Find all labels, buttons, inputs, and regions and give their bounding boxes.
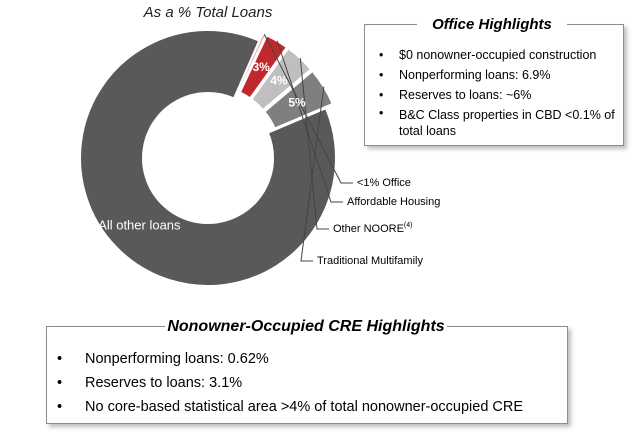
slice-affordable-housing: [238, 34, 289, 100]
cre-highlights-title: Nonowner-Occupied CRE Highlights: [165, 316, 447, 338]
cre-highlights-box: Nonowner-Occupied CRE Highlights Nonperf…: [46, 316, 568, 424]
leader-line-traditional-multifamily: [300, 86, 325, 262]
slice-all-other-loans: [79, 29, 337, 287]
office-highlight-item: Reserves to loans: ~6%: [379, 85, 619, 105]
footnote-marker: (4): [404, 222, 413, 229]
cre-highlights-list: Nonperforming loans: 0.62% Reserves to l…: [57, 347, 562, 419]
slice-label-all-other-loans: All other loans: [98, 217, 181, 232]
leader-line-other-noore: [299, 58, 329, 230]
data-label-traditional-multifamily: 5%: [288, 95, 306, 109]
office-highlights-title: Office Highlights: [417, 15, 567, 35]
data-label-affordable-housing: 3%: [252, 60, 270, 74]
slice-other-noore: [250, 46, 313, 112]
office-highlight-item: B&C Class properties in CBD <0.1% of tot…: [379, 105, 619, 139]
office-highlight-item: $0 nonowner-occupied construction: [379, 45, 619, 65]
leader-line-affordable-housing: [276, 40, 343, 203]
category-label-1-office: <1% Office: [357, 177, 411, 189]
leader-lines: [263, 33, 353, 262]
chart-title: As a % Total Loans: [143, 4, 273, 21]
cre-highlight-item: Reserves to loans: 3.1%: [57, 371, 562, 395]
category-label-traditional-multifamily: Traditional Multifamily: [317, 255, 423, 267]
office-highlights-box: Office Highlights $0 nonowner-occupied c…: [364, 15, 624, 146]
cre-highlight-item: Nonperforming loans: 0.62%: [57, 347, 562, 371]
donut-slices: [79, 29, 337, 287]
donut-chart: All other loans <1% Office 3% Affordable Ho…: [79, 29, 440, 287]
slice-labels: All other loans <1% Office 3% Affordable Ho…: [98, 60, 440, 267]
office-highlight-item: Nonperforming loans: 6.9%: [379, 65, 619, 85]
category-label-affordable-housing: Affordable Housing: [347, 196, 440, 208]
category-label-other-noore: Other NOORE(4): [333, 222, 412, 235]
cre-highlight-item: No core-based statistical area >4% of to…: [57, 395, 562, 419]
data-label-other-noore: 4%: [270, 73, 288, 87]
leader-line-1-office: [263, 33, 353, 184]
office-highlights-list: $0 nonowner-occupied construction Nonper…: [379, 45, 619, 139]
